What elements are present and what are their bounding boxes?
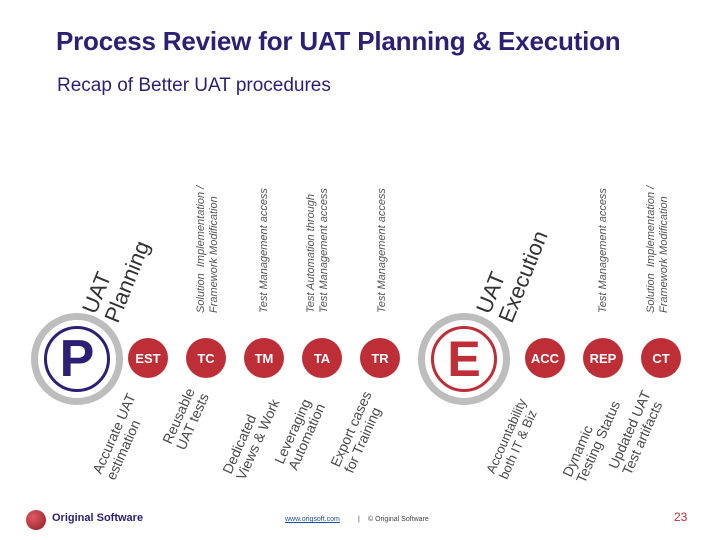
top-label-automation: Test Automation through Test Management … [305, 188, 330, 313]
circle-tr: TR [360, 338, 400, 378]
circle-rep: REP [583, 338, 623, 378]
execution-phase-label: UAT Execution [471, 227, 553, 326]
top-label-testmgmt-1: Test Management access [258, 188, 270, 313]
top-label-testmgmt-2: Test Management access [376, 188, 388, 313]
page-title: Process Review for UAT Planning & Execut… [56, 26, 621, 56]
bottom-label-tc: Reusable UAT tests [159, 385, 212, 453]
logo-icon [26, 510, 46, 530]
circle-acc: ACC [525, 338, 565, 378]
execution-letter-icon: E [447, 331, 481, 387]
planning-badge: P [31, 313, 123, 405]
execution-badge: E [418, 313, 510, 405]
bottom-label-tm: Dedicated Views & Work [219, 396, 283, 483]
footer-separator: | [358, 516, 360, 523]
planning-phase-label: UAT Planning [77, 237, 155, 326]
top-label-testmgmt-3: Test Management access [597, 188, 609, 313]
bottom-label-rep: Dynamic Testing Status [559, 398, 624, 486]
circle-est: EST [128, 338, 168, 378]
planning-letter-icon: P [59, 330, 95, 388]
planning-badge-inner: P [44, 326, 110, 392]
top-label-solution-2: Solution Implementation / Framework Modi… [645, 185, 670, 313]
copyright-text: © Original Software [368, 516, 429, 523]
circle-tc: TC [186, 338, 226, 378]
bottom-label-acc: Accountability both IT & Biz [483, 396, 540, 482]
circle-ct: CT [641, 338, 681, 378]
top-label-solution-1: Solution Implementation / Framework Modi… [195, 185, 220, 313]
page-subtitle: Recap of Better UAT procedures [57, 75, 331, 96]
bottom-label-tr: Export cases for Training [327, 388, 384, 476]
website-link[interactable]: www.origsoft.com [285, 516, 340, 523]
bottom-label-est: Accurate UAT estimation [89, 390, 144, 483]
company-logo-text: Original Software [52, 512, 144, 524]
circle-ta: TA [302, 338, 342, 378]
circle-tm: TM [244, 338, 284, 378]
execution-badge-inner: E [431, 326, 497, 392]
page-number: 23 [674, 510, 688, 524]
